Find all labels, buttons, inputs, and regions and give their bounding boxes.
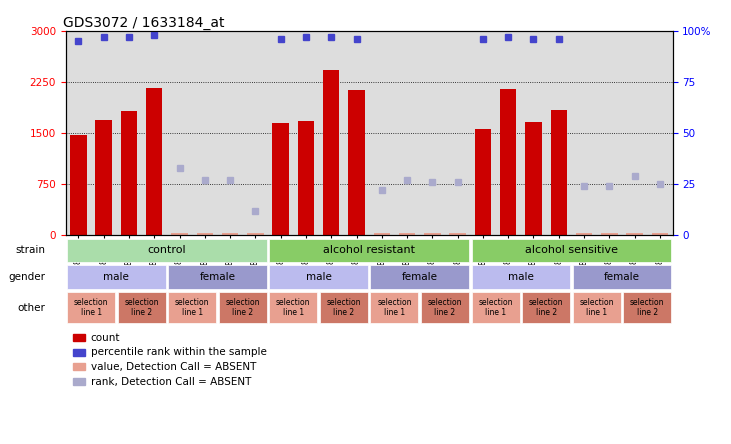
Bar — [269, 293, 317, 323]
Text: selection
line 2: selection line 2 — [225, 298, 260, 317]
Text: rank, Detection Call = ABSENT: rank, Detection Call = ABSENT — [91, 377, 251, 387]
Bar — [550, 110, 567, 235]
Bar — [273, 123, 289, 235]
Text: selection
line 2: selection line 2 — [327, 298, 361, 317]
Bar — [572, 266, 671, 289]
Bar — [522, 293, 570, 323]
Bar — [626, 233, 643, 235]
Bar — [197, 233, 213, 235]
Bar — [222, 233, 238, 235]
Bar — [526, 122, 542, 235]
Text: value, Detection Call = ABSENT: value, Detection Call = ABSENT — [91, 362, 256, 372]
Text: selection
line 1: selection line 1 — [276, 298, 311, 317]
Text: selection
line 2: selection line 2 — [630, 298, 664, 317]
Text: female: female — [604, 272, 640, 282]
Bar — [67, 266, 166, 289]
Bar — [471, 293, 520, 323]
Bar — [168, 266, 267, 289]
Text: selection
line 1: selection line 1 — [478, 298, 513, 317]
Text: alcohol resistant: alcohol resistant — [323, 246, 415, 255]
Bar — [298, 121, 314, 235]
Bar — [323, 70, 339, 235]
Text: alcohol sensitive: alcohol sensitive — [525, 246, 618, 255]
Bar — [121, 111, 137, 235]
Bar — [576, 233, 592, 235]
Bar — [474, 129, 491, 235]
Bar — [146, 87, 162, 235]
Bar — [269, 239, 469, 262]
Text: other: other — [18, 302, 45, 313]
Text: selection
line 2: selection line 2 — [428, 298, 462, 317]
Text: gender: gender — [9, 272, 45, 282]
Text: GDS3072 / 1633184_at: GDS3072 / 1633184_at — [63, 16, 224, 30]
Text: female: female — [402, 272, 438, 282]
Bar — [219, 293, 267, 323]
Bar — [500, 89, 516, 235]
Text: male: male — [103, 272, 129, 282]
Text: control: control — [148, 246, 186, 255]
Bar — [374, 233, 390, 235]
Text: selection
line 1: selection line 1 — [377, 298, 412, 317]
Bar — [96, 119, 112, 235]
Bar — [168, 293, 216, 323]
Bar — [371, 266, 469, 289]
Text: count: count — [91, 333, 120, 343]
Bar — [269, 266, 368, 289]
Bar — [471, 266, 570, 289]
Bar — [421, 293, 469, 323]
Text: selection
line 2: selection line 2 — [529, 298, 564, 317]
Text: female: female — [200, 272, 235, 282]
Text: male: male — [508, 272, 534, 282]
Text: selection
line 2: selection line 2 — [124, 298, 159, 317]
Text: strain: strain — [15, 246, 45, 255]
Bar — [450, 233, 466, 235]
Text: selection
line 1: selection line 1 — [74, 298, 108, 317]
Bar — [371, 293, 418, 323]
Bar — [399, 233, 415, 235]
Bar — [247, 233, 264, 235]
Text: percentile rank within the sample: percentile rank within the sample — [91, 347, 267, 357]
Bar — [651, 233, 668, 235]
Bar — [424, 233, 441, 235]
Bar — [471, 239, 671, 262]
Bar — [572, 293, 621, 323]
Text: selection
line 1: selection line 1 — [580, 298, 614, 317]
Bar — [67, 239, 267, 262]
Bar — [348, 90, 365, 235]
Bar — [320, 293, 368, 323]
Text: selection
line 1: selection line 1 — [175, 298, 210, 317]
Text: male: male — [306, 272, 332, 282]
Bar — [67, 293, 115, 323]
Bar — [118, 293, 166, 323]
Bar — [601, 233, 618, 235]
Bar — [624, 293, 671, 323]
Bar — [171, 233, 188, 235]
Bar — [70, 135, 87, 235]
